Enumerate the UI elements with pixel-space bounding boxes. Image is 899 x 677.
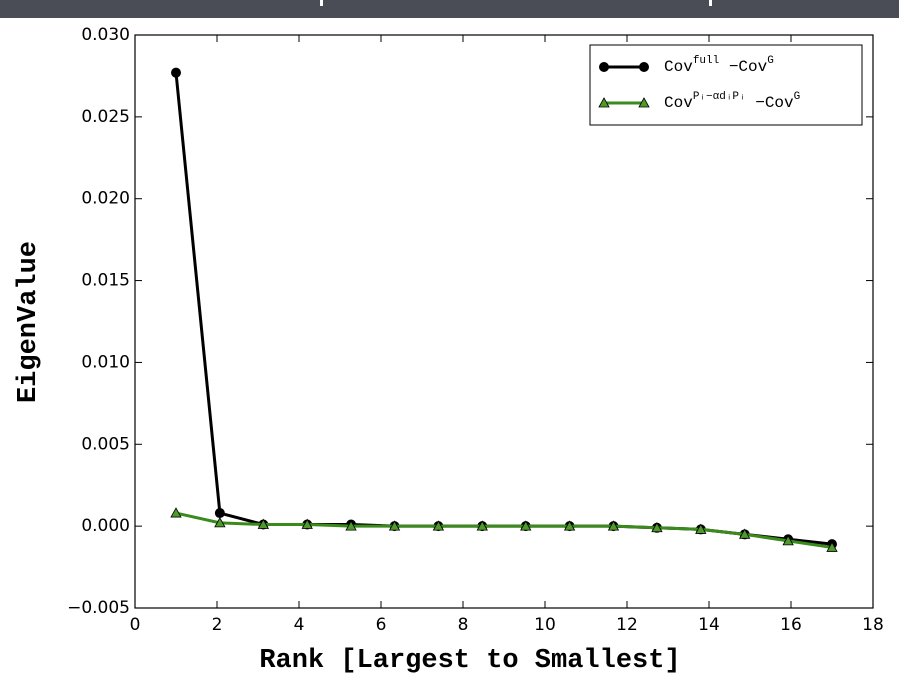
y-tick-label: 0.010: [81, 352, 130, 372]
x-tick-label: 2: [212, 615, 223, 635]
legend-box: [589, 44, 863, 126]
legend-text: −Cov: [719, 58, 767, 76]
legend-marker: [599, 62, 609, 72]
y-tick-label: 0.020: [81, 189, 130, 209]
marker: [214, 517, 226, 528]
marker: [388, 520, 401, 531]
legend-sup: G: [767, 55, 774, 67]
marker: [301, 518, 313, 529]
legend-marker: [639, 62, 649, 72]
marker: [695, 523, 707, 534]
plot-frame: [134, 34, 874, 609]
marker: [476, 520, 488, 531]
y-tick-label: 0.015: [81, 271, 130, 291]
legend-text: Cov: [664, 58, 693, 76]
series-line: [175, 511, 833, 549]
x-tick-label: 14: [698, 615, 720, 635]
y-tick-label: −0.005: [67, 598, 130, 618]
x-tick-label: 10: [534, 615, 556, 635]
marker: [563, 520, 576, 531]
legend-marker: [598, 97, 610, 108]
marker: [738, 528, 751, 539]
x-tick-label: 4: [294, 615, 305, 635]
x-tick-label: 12: [616, 615, 638, 635]
marker: [345, 520, 357, 531]
y-tick-label: 0.005: [81, 434, 130, 454]
legend-text: Cov: [664, 94, 693, 112]
bar-notch: [709, 0, 712, 6]
y-tick-label: 0.000: [81, 516, 130, 536]
marker: [651, 521, 663, 533]
top-bar: [0, 0, 899, 18]
legend-text: −Cov: [746, 94, 794, 112]
y-tick-label: 0.025: [81, 107, 130, 127]
y-axis-label: EigenValue: [14, 241, 44, 403]
x-tick-label: 0: [130, 615, 141, 635]
legend-label: Covfull −CovG: [664, 55, 774, 76]
legend-label: CovPᵢ−αdᵢPᵢ −CovG: [664, 91, 800, 112]
x-tick-label: 8: [458, 615, 469, 635]
legend-sup: full: [693, 55, 719, 67]
x-tick-label: 6: [376, 615, 387, 635]
legend-sup: Pᵢ−αdᵢPᵢ: [693, 91, 746, 103]
marker: [607, 520, 620, 531]
marker: [171, 67, 181, 78]
bar-notch: [320, 0, 323, 6]
x-tick-label: 18: [862, 615, 884, 635]
x-axis-label: Rank [Largest to Smallest]: [259, 646, 680, 676]
marker: [782, 535, 794, 546]
legend-marker: [638, 97, 650, 108]
x-tick-label: 16: [780, 615, 802, 635]
marker: [214, 508, 225, 519]
marker: [170, 507, 182, 518]
marker: [520, 520, 532, 531]
legend-sup: G: [794, 91, 801, 103]
series-line: [174, 72, 833, 546]
marker: [257, 518, 270, 529]
marker: [432, 520, 445, 531]
y-tick-label: 0.030: [81, 25, 130, 45]
marker: [826, 541, 838, 552]
